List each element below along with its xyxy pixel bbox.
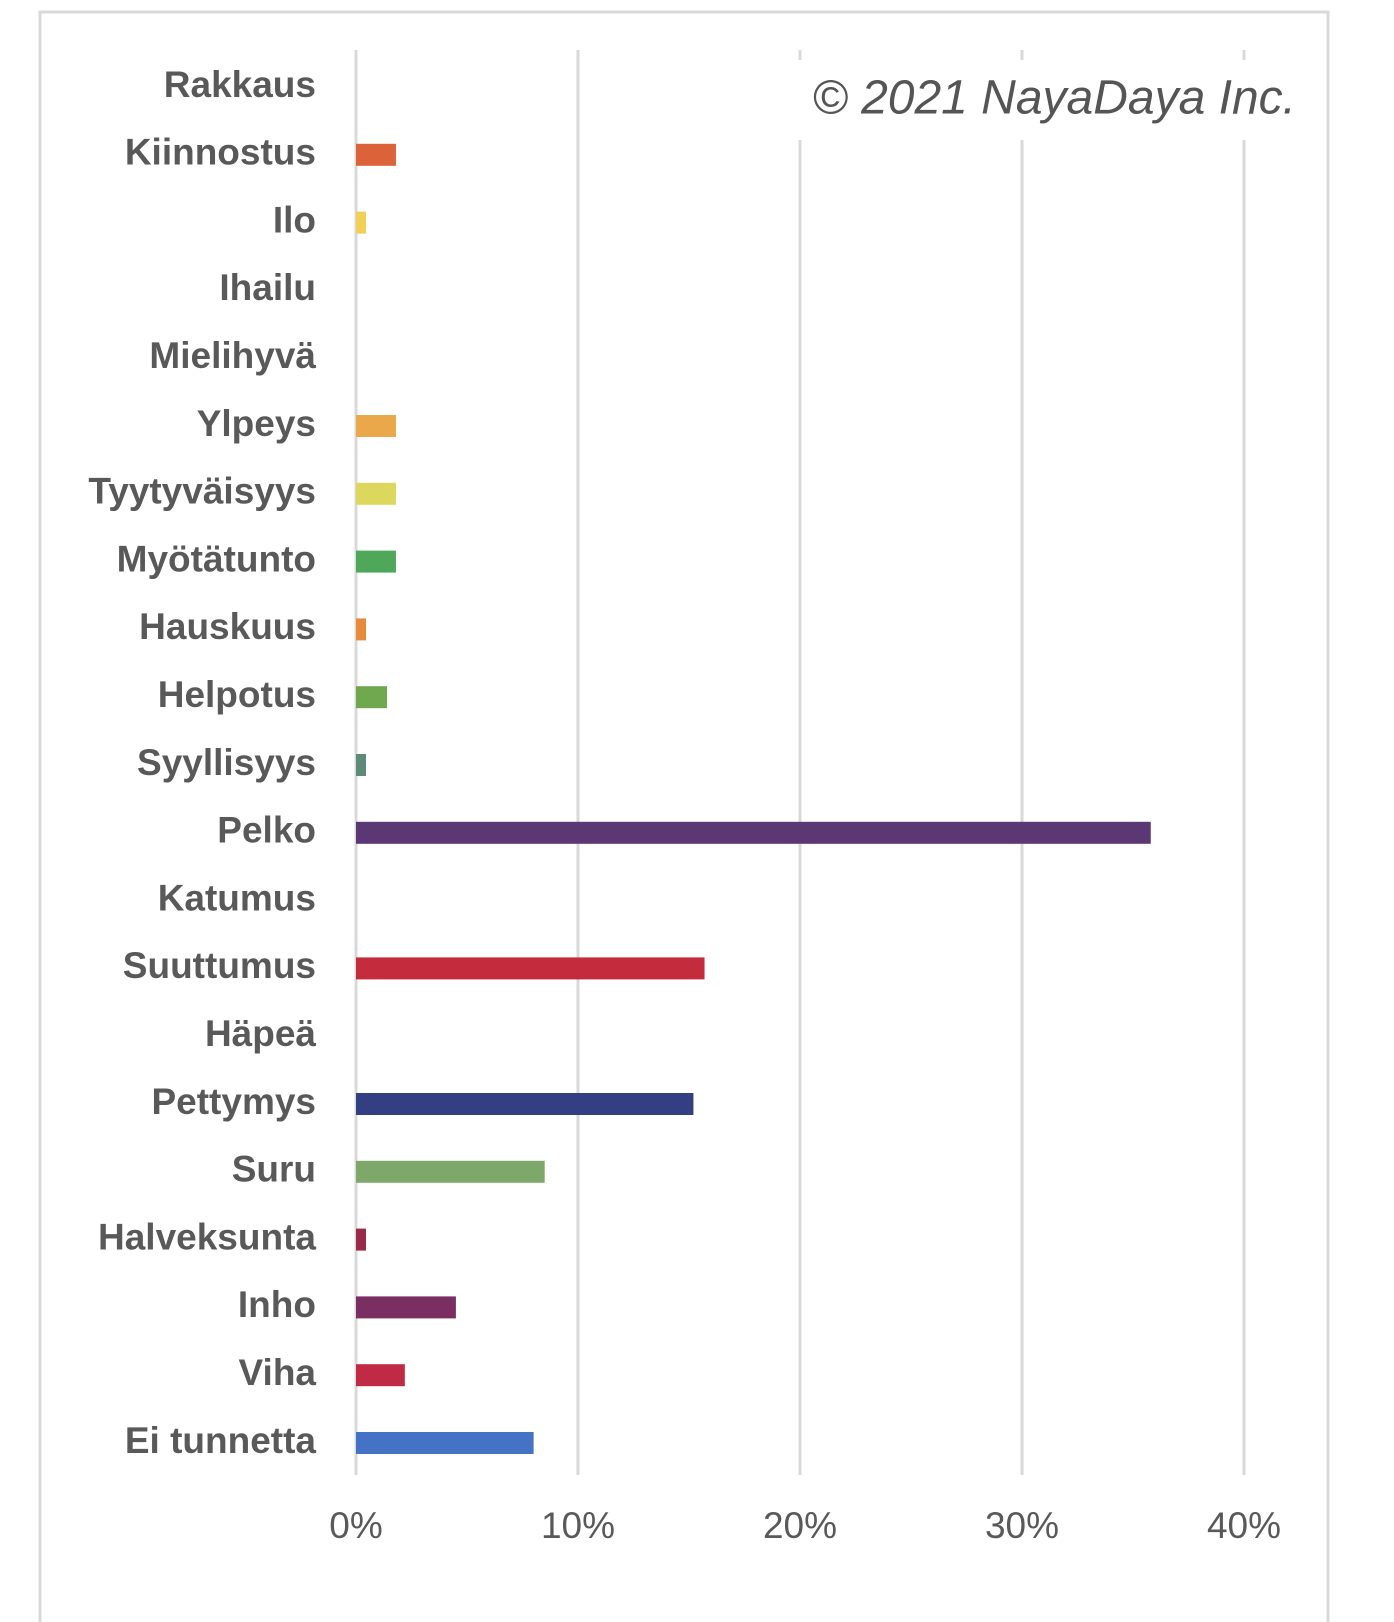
bar <box>356 1432 534 1454</box>
bar <box>356 1228 366 1251</box>
chart-frame <box>38 10 1330 1622</box>
y-tick-label: Pettymys <box>151 1081 316 1122</box>
y-tick-label: Helpotus <box>158 674 316 715</box>
bar <box>356 211 366 234</box>
x-tick-label: 10% <box>541 1505 615 1546</box>
y-tick-label: Rakkaus <box>164 64 316 105</box>
annotation-background <box>780 60 1310 140</box>
y-tick-label: Kiinnostus <box>125 132 316 173</box>
y-tick-label: Häpeä <box>205 1013 316 1054</box>
bar <box>356 686 388 709</box>
y-tick-label: Katumus <box>158 877 316 918</box>
y-tick-label: Tyytyväisyys <box>88 471 316 512</box>
y-tick-label: Viha <box>239 1352 317 1393</box>
x-tick-label: 20% <box>763 1505 837 1546</box>
y-tick-label: Suuttumus <box>123 945 316 986</box>
y-tick-label: Ihailu <box>219 267 316 308</box>
y-tick-label: Pelko <box>217 810 316 851</box>
bar <box>356 1093 694 1115</box>
y-tick-label: Ylpeys <box>197 403 316 444</box>
y-tick-label: Syyllisyys <box>137 742 316 783</box>
x-tick-label: 40% <box>1207 1505 1281 1546</box>
y-tick-label: Ei tunnetta <box>125 1420 317 1461</box>
bar <box>356 618 366 641</box>
bar <box>356 821 1151 844</box>
x-tick-label: 30% <box>985 1505 1059 1546</box>
y-tick-label: Halveksunta <box>98 1216 316 1257</box>
bar <box>356 1160 545 1183</box>
annotation: © 2021 NayaDaya Inc. <box>812 72 1296 125</box>
y-tick-label: Mielihyvä <box>149 335 316 376</box>
bar <box>356 482 396 505</box>
bar <box>356 754 366 776</box>
x-tick-label: 0% <box>329 1505 382 1546</box>
bar <box>356 957 705 980</box>
y-tick-label: Hauskuus <box>139 606 316 647</box>
y-tick-label: Suru <box>232 1149 316 1190</box>
y-tick-label: Inho <box>238 1284 316 1325</box>
y-tick-label: Myötätunto <box>117 538 316 579</box>
bar <box>356 143 396 166</box>
bar <box>356 415 396 437</box>
bar <box>356 1296 456 1319</box>
bar <box>356 1364 405 1387</box>
y-tick-label: Ilo <box>273 199 316 240</box>
bar <box>356 550 396 573</box>
